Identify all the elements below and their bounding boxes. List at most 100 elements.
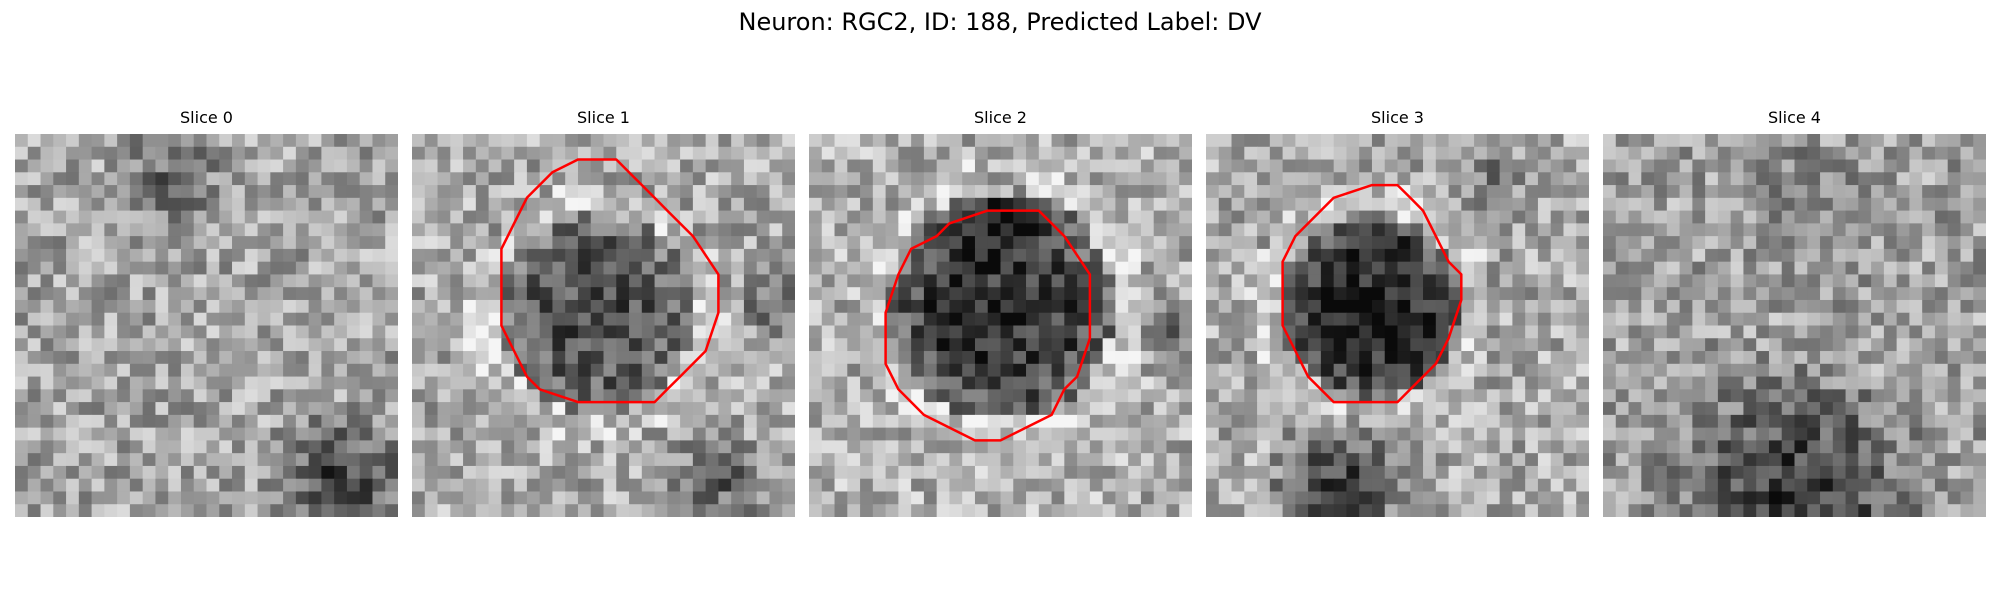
image-pixel	[142, 134, 156, 148]
image-pixel	[1960, 287, 1974, 301]
image-pixel	[1628, 312, 1642, 326]
image-pixel	[15, 134, 29, 148]
image-pixel	[1730, 491, 1744, 505]
image-pixel	[257, 146, 271, 161]
image-pixel	[552, 440, 566, 454]
image-pixel	[1064, 440, 1078, 454]
image-pixel	[1102, 376, 1116, 390]
image-pixel	[769, 210, 783, 224]
image-pixel	[1820, 338, 1834, 352]
image-pixel	[1474, 146, 1488, 161]
image-pixel	[821, 325, 836, 339]
image-pixel	[1115, 465, 1129, 480]
image-pixel	[475, 274, 490, 288]
image-pixel	[1947, 491, 1961, 505]
slice-title-2: Slice 2	[974, 108, 1027, 127]
image-pixel	[117, 338, 131, 352]
image-pixel	[40, 223, 54, 237]
image-pixel	[219, 159, 233, 173]
image-pixel	[206, 427, 220, 441]
image-pixel	[974, 376, 989, 390]
image-pixel	[1692, 427, 1706, 441]
image-pixel	[1603, 223, 1617, 237]
image-pixel	[104, 210, 118, 224]
image-pixel	[1781, 338, 1795, 352]
image-pixel	[1089, 389, 1104, 403]
image-pixel	[616, 440, 630, 454]
image-pixel	[552, 146, 566, 161]
image-pixel	[629, 351, 643, 365]
image-pixel	[654, 134, 668, 148]
image-pixel	[1768, 478, 1783, 492]
image-pixel	[78, 134, 93, 148]
image-pixel	[412, 389, 426, 403]
image-pixel	[168, 248, 182, 263]
image-pixel	[1218, 351, 1233, 365]
image-pixel	[1231, 363, 1245, 378]
image-pixel	[142, 465, 156, 480]
image-pixel	[552, 223, 566, 237]
image-pixel	[1807, 427, 1821, 441]
image-pixel	[283, 261, 297, 275]
image-pixel	[66, 236, 80, 250]
image-pixel	[385, 478, 398, 492]
image-pixel	[860, 504, 874, 517]
image-pixel	[1461, 465, 1475, 480]
image-pixel	[923, 363, 938, 378]
image-pixel	[424, 351, 439, 365]
image-pixel	[1934, 465, 1949, 480]
image-pixel	[180, 376, 195, 390]
image-pixel	[1705, 325, 1719, 339]
image-pixel	[705, 414, 719, 429]
image-pixel	[117, 427, 131, 441]
image-pixel	[488, 465, 502, 480]
image-pixel	[860, 159, 874, 173]
image-pixel	[847, 197, 861, 212]
image-pixel	[949, 312, 963, 326]
image-pixel	[1486, 223, 1501, 237]
image-pixel	[1947, 236, 1961, 250]
image-pixel	[270, 299, 284, 314]
image-pixel	[359, 478, 373, 492]
image-pixel	[1423, 261, 1437, 275]
image-pixel	[1692, 491, 1706, 505]
image-pixel	[1628, 134, 1642, 148]
image-pixel	[809, 504, 823, 517]
image-pixel	[1730, 299, 1744, 314]
image-pixel	[1089, 146, 1104, 161]
image-pixel	[731, 236, 745, 250]
image-pixel	[1269, 223, 1284, 237]
image-pixel	[1269, 376, 1284, 390]
image-pixel	[1973, 376, 1986, 390]
image-pixel	[923, 427, 938, 441]
image-pixel	[283, 172, 297, 186]
image-pixel	[437, 440, 451, 454]
image-pixel	[283, 248, 297, 263]
image-pixel	[1320, 453, 1335, 467]
image-pixel	[1346, 134, 1360, 148]
image-pixel	[219, 134, 233, 148]
image-pixel	[809, 159, 823, 173]
image-pixel	[78, 223, 93, 237]
image-pixel	[616, 197, 630, 212]
image-pixel	[962, 440, 976, 454]
image-pixel	[667, 197, 681, 212]
image-pixel	[1871, 504, 1885, 517]
image-pixel	[1576, 185, 1589, 199]
image-pixel	[1832, 338, 1847, 352]
image-pixel	[1615, 287, 1630, 301]
image-pixel	[1705, 134, 1719, 148]
image-pixel	[501, 389, 515, 403]
image-pixel	[1333, 146, 1347, 161]
image-pixel	[193, 414, 207, 429]
image-pixel	[1781, 223, 1795, 237]
image-pixel	[809, 274, 823, 288]
image-pixel	[1705, 261, 1719, 275]
image-pixel	[1000, 172, 1014, 186]
image-pixel	[219, 440, 233, 454]
image-pixel	[577, 338, 592, 352]
image-pixel	[372, 287, 386, 301]
image-pixel	[860, 453, 874, 467]
image-pixel	[514, 427, 528, 441]
image-pixel	[1295, 312, 1309, 326]
